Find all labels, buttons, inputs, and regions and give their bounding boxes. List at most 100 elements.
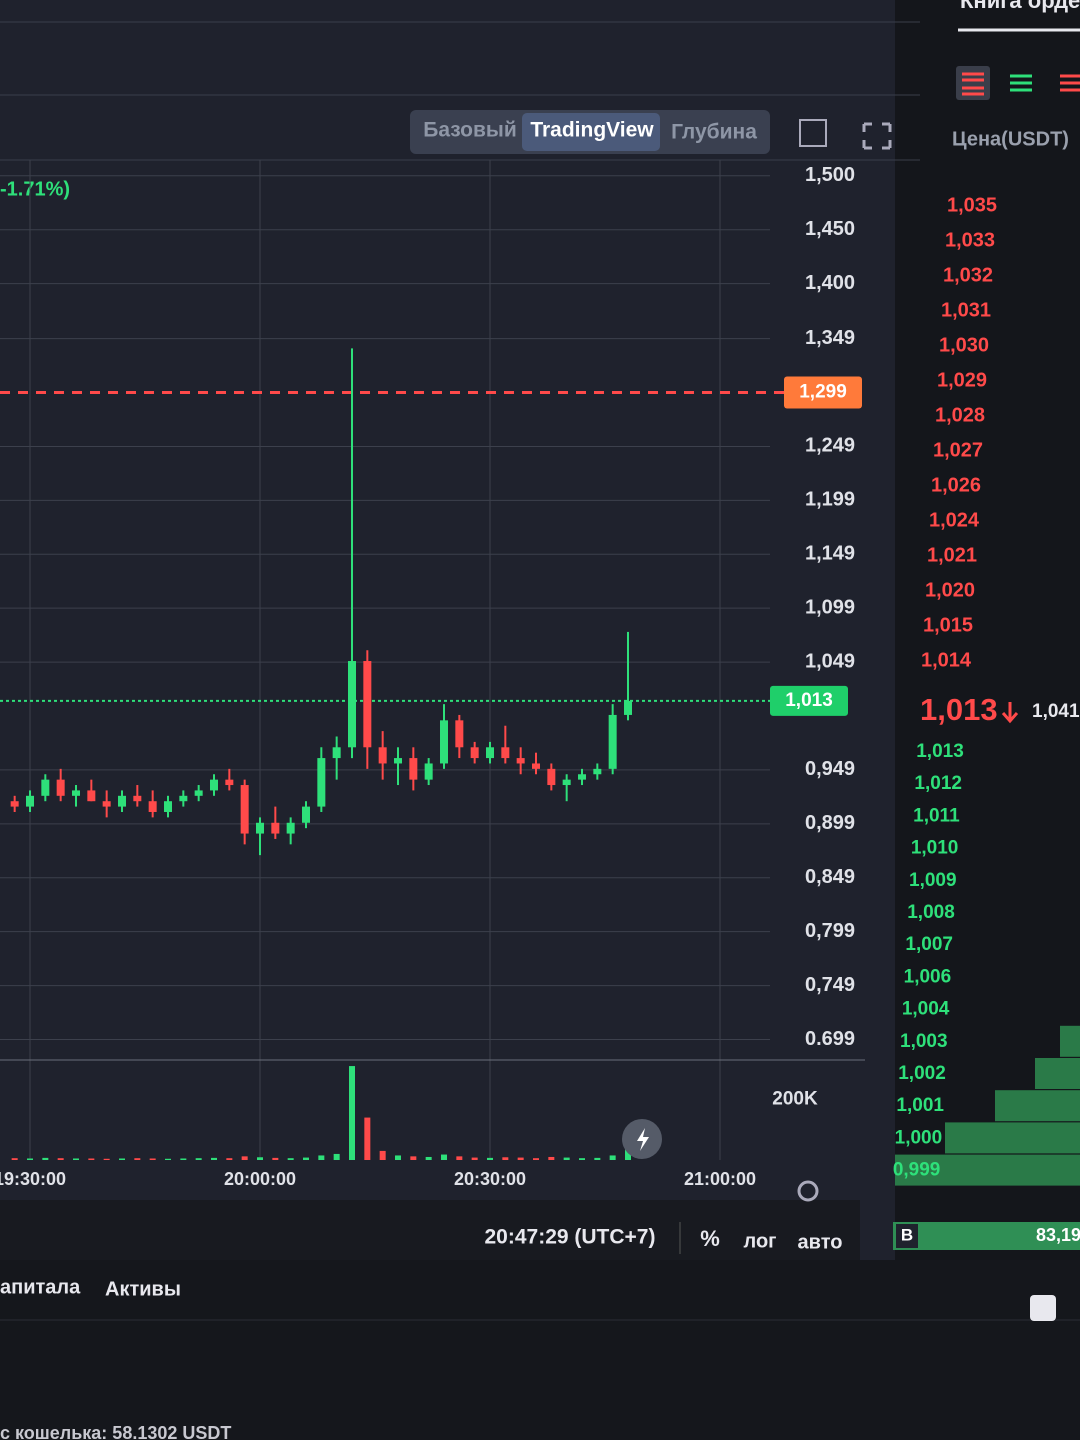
volume-bar <box>594 1157 601 1160</box>
candle-body <box>348 661 356 748</box>
candle-body <box>562 779 571 786</box>
chart-panel <box>0 0 920 1260</box>
volume-bar <box>272 1157 279 1160</box>
candle-body <box>286 822 295 834</box>
volume-bar <box>88 1158 95 1160</box>
bottom-tab[interactable]: Активы <box>105 1278 181 1300</box>
last-price-label: 1,013 <box>785 690 833 711</box>
y-tick-label: 1,249 <box>805 435 855 457</box>
layout-icon[interactable] <box>799 119 827 147</box>
order-book: 1,035 1,033 1,032 1,031 1,030 1,029 1,028 1,027… <box>893 194 1080 1186</box>
tab[interactable]: Базовый <box>423 119 517 142</box>
volume-bar <box>471 1157 478 1160</box>
ask-price: 1,021 <box>927 544 977 566</box>
fullscreen-icon[interactable] <box>862 122 892 150</box>
volume-bar <box>257 1157 263 1160</box>
view-icon <box>962 72 984 96</box>
bid-price: 1,011 <box>913 805 960 826</box>
bid-price: 1,012 <box>914 773 962 794</box>
tab[interactable]: TradingView <box>530 119 654 142</box>
y-tick-label: 0,799 <box>805 920 855 942</box>
checkbox[interactable] <box>1030 1295 1056 1321</box>
settings-icon[interactable] <box>797 1180 819 1202</box>
candle-body <box>455 720 464 748</box>
bid-price: 1,010 <box>911 838 959 859</box>
bottom-tab[interactable]: апитала <box>0 1276 81 1298</box>
y-tick-label: 0.699 <box>805 1028 855 1050</box>
bid-depth-bar <box>1035 1058 1080 1089</box>
candle-body <box>409 758 418 780</box>
mark-price: 1,041 <box>1032 701 1080 722</box>
candle-body <box>470 747 479 759</box>
candle-body <box>578 774 586 780</box>
volume-bar <box>303 1157 309 1160</box>
candle-body <box>593 768 602 775</box>
tab-active <box>522 113 660 151</box>
candle-body <box>501 747 510 759</box>
y-tick-label: 0,949 <box>805 758 855 780</box>
y-tick-label: 1,500 <box>805 164 855 186</box>
wallet-balance: с кошелька: 58.1302 USDT <box>0 1423 231 1440</box>
ask-price: 1,031 <box>941 299 991 321</box>
order-book-title: Книга орде <box>960 0 1080 13</box>
candle-body <box>133 795 142 802</box>
volume-bar <box>42 1157 49 1160</box>
volume-bar <box>333 1153 340 1160</box>
y-tick-label: 0,749 <box>805 974 855 996</box>
bid-depth-bar <box>895 1154 1080 1186</box>
volume-bar <box>165 1158 171 1160</box>
candle-body <box>240 785 249 834</box>
tab[interactable]: Глубина <box>671 121 757 144</box>
volume-bar <box>149 1158 156 1160</box>
marker-badge <box>784 376 862 409</box>
candle-body <box>102 801 111 807</box>
bid-price: 1,006 <box>904 966 952 987</box>
volume-bar <box>609 1155 616 1160</box>
candle-body <box>378 747 387 764</box>
bid-price: 1,009 <box>909 870 957 891</box>
view-bids[interactable] <box>1010 74 1032 92</box>
bid-price: 1,004 <box>902 999 950 1020</box>
auto-toggle[interactable]: авто <box>798 1231 843 1253</box>
ask-price: 1,032 <box>943 264 993 286</box>
ask-price: 1,026 <box>931 474 981 496</box>
view-asks[interactable] <box>1060 74 1080 92</box>
volume-bar <box>11 1158 18 1160</box>
y-tick-label: 0,899 <box>805 812 855 834</box>
volume-bar <box>441 1154 447 1160</box>
volume-bar <box>180 1158 187 1160</box>
candle-body <box>332 747 341 759</box>
volume-bar <box>364 1117 371 1160</box>
volume-bar <box>625 1147 631 1160</box>
volume-bar <box>211 1157 217 1160</box>
candle-body <box>26 795 34 807</box>
y-tick-label: 1,450 <box>805 218 855 240</box>
ask-price: 1,015 <box>923 614 973 636</box>
bid-price: 1,002 <box>898 1063 946 1084</box>
bid-price: 1,003 <box>900 1031 948 1052</box>
down-arrow <box>1001 702 1019 724</box>
y-tick-label: 1,099 <box>805 596 855 618</box>
candle-body <box>516 758 525 764</box>
candle-body <box>179 795 188 802</box>
marker-label: 1,299 <box>799 382 847 403</box>
y-tick-label: 1,400 <box>805 272 855 294</box>
clock: 20:47:29 (UTC+7) <box>485 1226 656 1249</box>
ask-price: 1,014 <box>921 649 972 671</box>
volume-bar <box>517 1157 524 1160</box>
y-tick-label: 1,349 <box>805 327 855 349</box>
price-header: Цена(USDT) <box>952 128 1069 150</box>
change-label: -1.71%) <box>0 178 70 200</box>
flash-icon <box>637 1128 649 1151</box>
log-toggle[interactable]: лог <box>744 1230 777 1252</box>
candle-body <box>302 806 310 823</box>
candle-body <box>608 714 617 769</box>
bid-price: 0,999 <box>893 1160 941 1181</box>
bid-price: 1,013 <box>916 741 964 762</box>
buy-label: B <box>901 1225 913 1244</box>
percent-toggle[interactable]: % <box>700 1226 720 1251</box>
candle-body <box>164 801 172 812</box>
volume-tick-label: 200K <box>772 1088 818 1109</box>
volume-bar <box>27 1158 33 1160</box>
